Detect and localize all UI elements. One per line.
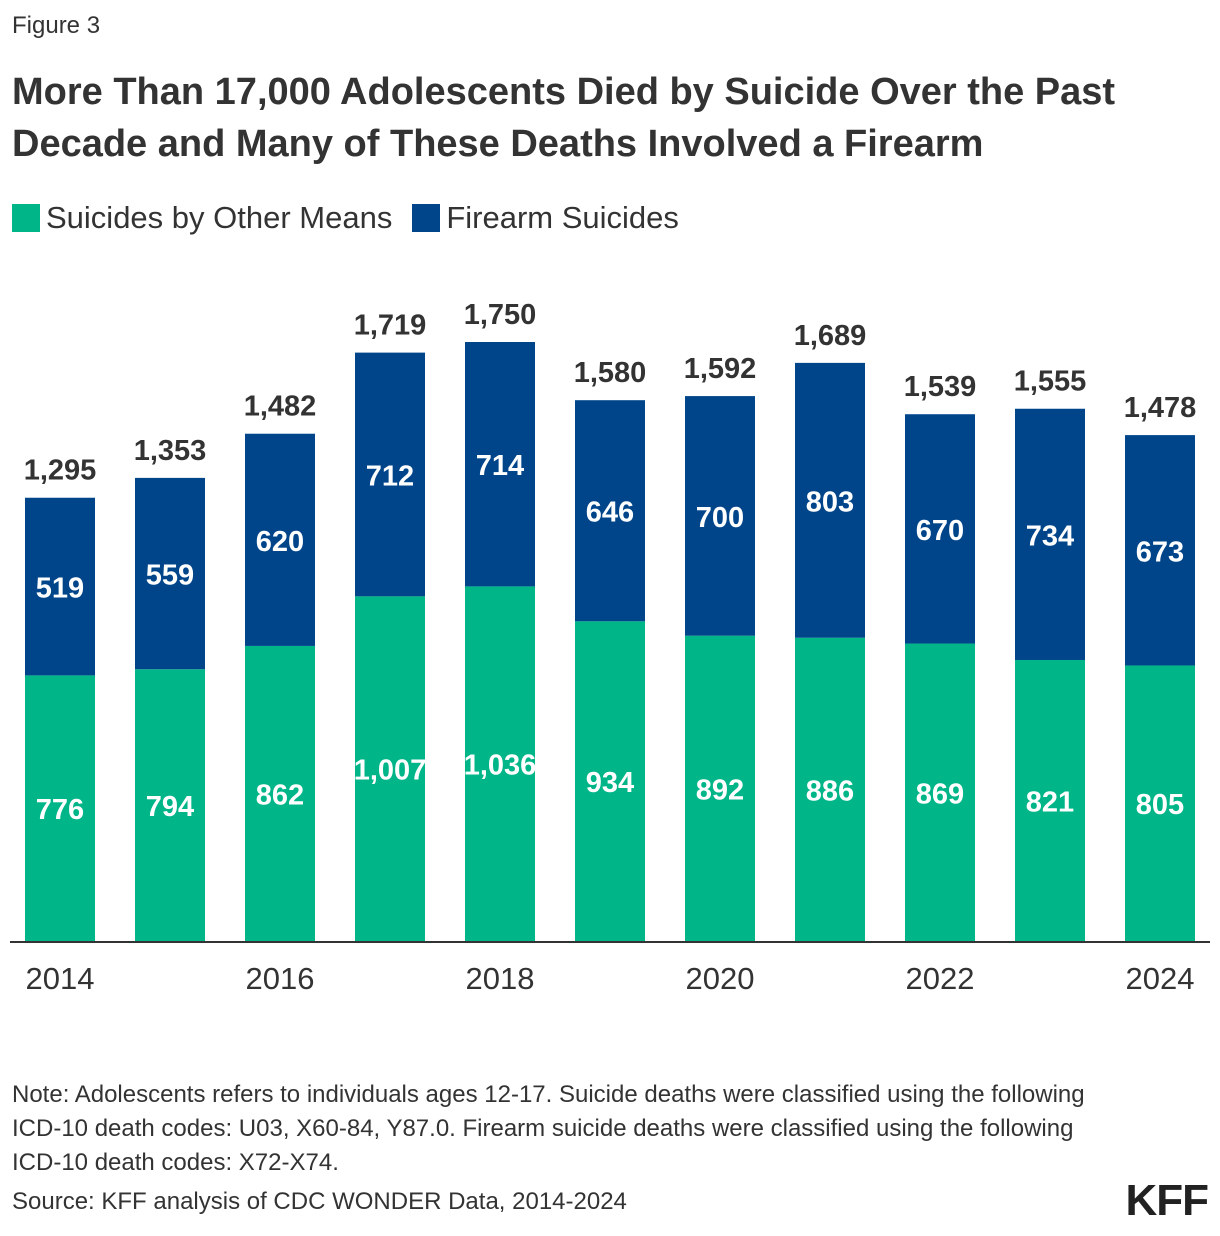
data-label-firearm-2019: 646 [586, 497, 634, 529]
bar-other-means-2020 [685, 635, 755, 941]
chart-legend: Suicides by Other Means Firearm Suicides [12, 200, 699, 236]
data-label-firearm-2015: 559 [146, 560, 194, 592]
bar-firearm-2015 [135, 477, 205, 670]
bar-firearm-2022 [905, 414, 975, 644]
data-label-firearm-2023: 734 [1026, 520, 1074, 552]
total-label-2024: 1,478 [1124, 392, 1197, 424]
data-label-firearm-2021: 803 [806, 486, 854, 518]
legend-item-other-means: Suicides by Other Means [12, 200, 392, 236]
total-label-2019: 1,580 [574, 357, 647, 389]
total-label-2016: 1,482 [244, 391, 317, 423]
total-label-2020: 1,592 [684, 353, 757, 385]
bar-other-means-2024 [1125, 665, 1195, 941]
bar-firearm-2018 [465, 342, 535, 587]
data-label-firearm-2020: 700 [696, 502, 744, 534]
legend-label-other-means: Suicides by Other Means [46, 200, 393, 235]
bar-firearm-2023 [1015, 408, 1085, 660]
data-label-firearm-2022: 670 [916, 515, 964, 547]
total-label-2014: 1,295 [24, 455, 97, 487]
bar-other-means-2017 [355, 596, 425, 941]
data-label-firearm-2018: 714 [476, 450, 524, 482]
data-label-other-means-2017: 1,007 [354, 755, 427, 787]
bar-other-means-2019 [575, 621, 645, 941]
data-label-other-means-2021: 886 [806, 775, 854, 807]
legend-label-firearm: Firearm Suicides [446, 200, 679, 235]
bar-firearm-2017 [355, 352, 425, 597]
data-label-other-means-2016: 862 [256, 779, 304, 811]
kff-logo: KFF [1125, 1176, 1209, 1225]
legend-item-firearm: Firearm Suicides [412, 200, 679, 236]
bar-other-means-2022 [905, 643, 975, 941]
x-tick-2020: 2020 [686, 961, 755, 996]
total-label-2023: 1,555 [1014, 366, 1087, 398]
data-label-firearm-2014: 519 [36, 573, 84, 605]
data-label-other-means-2015: 794 [146, 791, 194, 823]
bar-other-means-2016 [245, 645, 315, 941]
bar-other-means-2021 [795, 637, 865, 941]
x-tick-2022: 2022 [906, 961, 975, 996]
total-label-2017: 1,719 [354, 310, 427, 342]
data-label-firearm-2024: 673 [1136, 536, 1184, 568]
data-label-firearm-2017: 712 [366, 460, 414, 492]
x-tick-2014: 2014 [26, 961, 95, 996]
bar-firearm-2019 [575, 400, 645, 622]
data-label-other-means-2020: 892 [696, 774, 744, 806]
bar-firearm-2020 [685, 396, 755, 636]
figure-label: Figure 3 [12, 12, 101, 39]
data-label-other-means-2023: 821 [1026, 786, 1074, 818]
total-label-2022: 1,539 [904, 371, 977, 403]
legend-swatch-other-means [12, 204, 40, 232]
bar-firearm-2024 [1125, 435, 1195, 666]
data-label-other-means-2024: 805 [1136, 789, 1184, 821]
stacked-bar-chart: 776 519 1,295 2014 794 559 1,353 862 620 1,482 201… [10, 299, 1210, 996]
data-label-other-means-2022: 869 [916, 778, 964, 810]
x-tick-2018: 2018 [466, 961, 535, 996]
bar-other-means-2015 [135, 669, 205, 941]
total-label-2018: 1,750 [464, 299, 537, 331]
data-label-other-means-2014: 776 [36, 794, 84, 826]
bar-other-means-2014 [25, 675, 95, 941]
total-label-2015: 1,353 [134, 435, 207, 467]
bar-firearm-2016 [245, 433, 315, 646]
chart-title: More Than 17,000 Adolescents Died by Sui… [12, 71, 1116, 165]
x-tick-2024: 2024 [1126, 961, 1195, 996]
bar-other-means-2018 [465, 586, 535, 941]
data-label-other-means-2019: 934 [586, 767, 634, 799]
bar-other-means-2023 [1015, 659, 1085, 941]
bar-firearm-2014 [25, 497, 95, 676]
total-label-2021: 1,689 [794, 320, 867, 352]
chart-note: Note: Adolescents refers to individuals … [12, 1081, 1085, 1176]
bar-firearm-2021 [795, 362, 865, 638]
x-tick-2016: 2016 [246, 961, 315, 996]
legend-swatch-firearm [412, 204, 441, 232]
data-label-other-means-2018: 1,036 [464, 750, 537, 782]
chart-source: Source: KFF analysis of CDC WONDER Data,… [12, 1188, 627, 1215]
data-label-firearm-2016: 620 [256, 526, 304, 558]
